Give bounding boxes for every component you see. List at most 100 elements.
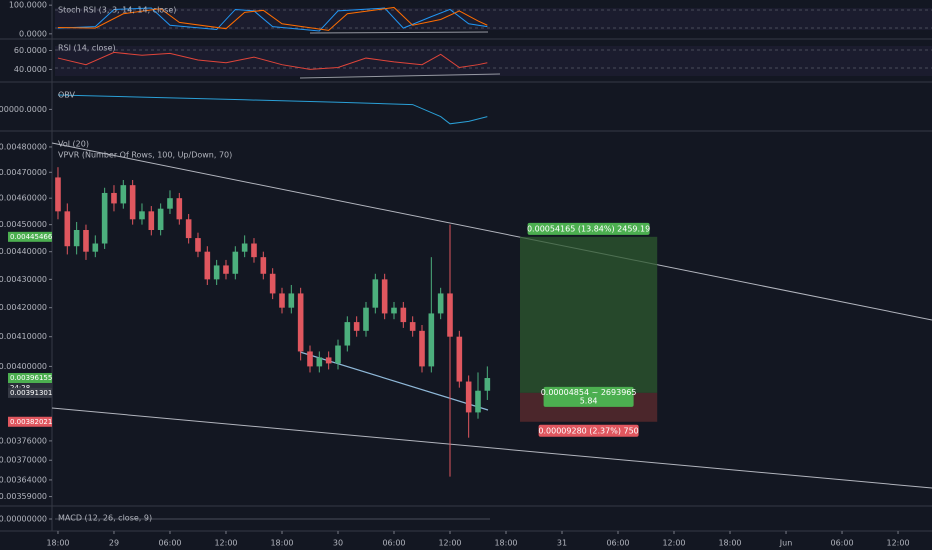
x-tick-label: 06:00 [158, 539, 181, 548]
x-tick-label: 18:00 [494, 539, 517, 548]
y-tick-label: 0.00364000 [0, 475, 47, 484]
x-tick-label: 30 [333, 539, 343, 548]
candle-body [223, 265, 229, 274]
x-tick-label: Jun [779, 539, 793, 548]
rsi-trendline [299, 73, 501, 79]
candle-body [241, 243, 248, 252]
candle-body [372, 279, 379, 308]
trendline [51, 142, 932, 321]
candle-body [475, 390, 481, 413]
candle-body [484, 378, 491, 391]
candle-body [204, 251, 211, 280]
y-tick-label: 100.0000 [9, 1, 47, 10]
candle-body [120, 185, 127, 204]
candle-body [176, 198, 183, 220]
price-tag-label: 0.00396155 [10, 374, 52, 382]
x-tick-label: 18:00 [270, 539, 293, 548]
x-tick-label: 31 [557, 539, 567, 548]
y-tick-label: 0.00400000 [0, 362, 47, 371]
y-tick-label: 0.00420000 [0, 303, 47, 312]
x-tick-label: 06:00 [382, 539, 405, 548]
candle-body [92, 243, 99, 252]
candle-body [288, 293, 295, 308]
price-tag-label: 0.00445466 [10, 233, 53, 241]
candle-body [325, 357, 332, 364]
candle-body [409, 322, 416, 331]
pane-label: Stoch RSI (3, 3, 14, 14, close) [58, 6, 176, 15]
candle-body [195, 238, 201, 252]
y-tick-label: 0.00480000 [0, 142, 47, 151]
y-tick-label: 40.0000 [14, 65, 47, 74]
candle-body [251, 243, 257, 258]
candle-body [456, 336, 463, 382]
label-box [527, 222, 650, 235]
price-tag-label: 0.00382021 [10, 418, 52, 426]
x-tick-label: 18:00 [718, 539, 741, 548]
y-tick-label: 0.0000 [19, 29, 47, 38]
candle-body [101, 192, 108, 244]
y-tick-label: 0.00440000 [0, 247, 47, 256]
price-tag [8, 373, 52, 384]
candle-body [111, 192, 117, 204]
profit-zone [520, 236, 658, 393]
candle-body [279, 293, 285, 308]
y-tick-label: -12000000.0000 [0, 105, 47, 114]
position-label: 5.84 [580, 396, 598, 405]
candle-body [232, 251, 239, 274]
x-tick-label: 06:00 [606, 539, 629, 548]
position-label: 0.00009280 (2.37%) 750 [538, 426, 638, 435]
trendline [51, 407, 932, 489]
candle-body [363, 307, 369, 331]
candle-body [335, 345, 341, 364]
pane-label: RSI (14, close) [58, 44, 116, 53]
price-tag [8, 416, 52, 427]
x-tick-label: 18:00 [46, 539, 69, 548]
candle-body [129, 185, 136, 220]
y-tick-label: 0.00410000 [0, 332, 47, 341]
indicator-line [57, 51, 488, 70]
candle-body [73, 229, 80, 247]
y-tick-label: 0.00000000 [0, 515, 47, 524]
y-tick-label: 0.00460000 [0, 194, 47, 203]
x-tick-label: 12:00 [214, 539, 237, 548]
candle-body [353, 322, 360, 331]
x-tick-label: 12:00 [886, 539, 909, 548]
candle-body [157, 208, 164, 230]
price-tag [8, 231, 52, 242]
candle-body [185, 219, 192, 239]
candle-body [316, 357, 323, 367]
candle-body [269, 273, 276, 294]
y-tick-label: 0.00470000 [0, 168, 47, 177]
candle-body [465, 381, 472, 413]
candle-body [55, 177, 61, 212]
candle-body [344, 322, 351, 346]
candle-body [428, 313, 435, 367]
y-tick-label: 0.00376000 [0, 436, 47, 445]
y-tick-label: 0.00359000 [0, 492, 47, 501]
price-tag-label: 0.00391301 [10, 389, 52, 397]
pane-label: Vol (20) [58, 140, 89, 149]
indicator-line [57, 94, 488, 125]
position-label: 0.00004854 ~ 2693965 [541, 388, 637, 397]
stoch-band [55, 8, 932, 30]
candle-body [260, 257, 267, 274]
label-box [538, 424, 639, 437]
candle-body [381, 279, 388, 314]
y-tick-label: 0.00430000 [0, 275, 47, 284]
candle-body [148, 211, 155, 230]
pane-label: OBV [58, 91, 76, 100]
candle-body [391, 307, 397, 314]
position-label: 0.00054165 (13.84%) 2459.19 [527, 224, 650, 233]
label-box [543, 386, 634, 407]
price-tag [8, 387, 52, 398]
x-tick-label: 12:00 [438, 539, 461, 548]
candle-body [139, 211, 145, 220]
candle-body [419, 330, 425, 367]
pane-label: MACD (12, 26, close, 9) [58, 514, 152, 523]
candle-body [307, 351, 313, 367]
y-tick-label: 60.0000 [14, 46, 47, 55]
candle-body [83, 229, 89, 252]
candle-body [167, 198, 173, 209]
candle-body [447, 293, 453, 337]
x-tick-label: 12:00 [662, 539, 685, 548]
